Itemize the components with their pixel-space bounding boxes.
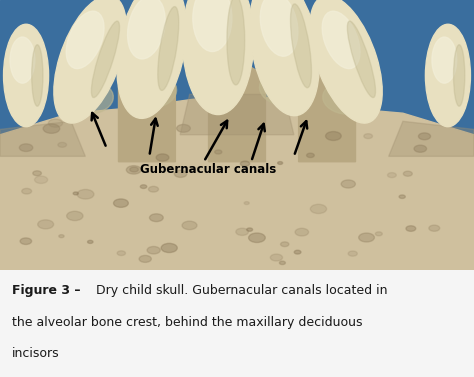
Circle shape xyxy=(215,150,222,154)
Circle shape xyxy=(19,144,33,152)
Circle shape xyxy=(270,254,283,261)
Ellipse shape xyxy=(191,66,245,103)
Circle shape xyxy=(244,202,249,204)
Polygon shape xyxy=(180,94,294,135)
Circle shape xyxy=(403,171,412,176)
Ellipse shape xyxy=(347,21,375,98)
Circle shape xyxy=(295,228,309,236)
Polygon shape xyxy=(118,70,175,162)
Circle shape xyxy=(38,220,54,229)
Text: Gubernacular canals: Gubernacular canals xyxy=(140,163,277,176)
Circle shape xyxy=(307,153,314,158)
Ellipse shape xyxy=(259,70,310,106)
Circle shape xyxy=(429,225,440,231)
Circle shape xyxy=(117,251,126,256)
Ellipse shape xyxy=(193,0,232,52)
Text: the alveolar bone crest, behind the maxillary deciduous: the alveolar bone crest, behind the maxi… xyxy=(12,316,362,329)
Circle shape xyxy=(148,186,158,192)
Circle shape xyxy=(279,261,285,265)
Polygon shape xyxy=(299,70,356,162)
Circle shape xyxy=(326,132,341,141)
Circle shape xyxy=(130,167,138,172)
Ellipse shape xyxy=(432,37,457,83)
Circle shape xyxy=(236,228,248,235)
Text: incisors: incisors xyxy=(12,348,59,360)
Circle shape xyxy=(182,221,197,230)
Polygon shape xyxy=(389,121,474,156)
Ellipse shape xyxy=(10,37,35,83)
Circle shape xyxy=(278,162,283,164)
Ellipse shape xyxy=(91,21,119,98)
Ellipse shape xyxy=(310,0,382,123)
Circle shape xyxy=(177,124,191,132)
Ellipse shape xyxy=(158,7,179,90)
Ellipse shape xyxy=(425,24,470,127)
Circle shape xyxy=(387,173,396,178)
Circle shape xyxy=(246,228,253,231)
Circle shape xyxy=(77,189,94,199)
Circle shape xyxy=(67,211,83,221)
Ellipse shape xyxy=(322,11,360,69)
Circle shape xyxy=(139,255,151,262)
Circle shape xyxy=(375,232,383,236)
Ellipse shape xyxy=(182,0,254,115)
Circle shape xyxy=(281,242,289,247)
Ellipse shape xyxy=(3,24,49,127)
Circle shape xyxy=(43,124,60,133)
Text: Dry child skull. Gubernacular canals located in: Dry child skull. Gubernacular canals loc… xyxy=(97,284,388,297)
Ellipse shape xyxy=(291,4,311,88)
Ellipse shape xyxy=(250,0,319,116)
Text: Figure 3 –: Figure 3 – xyxy=(12,284,85,297)
Polygon shape xyxy=(0,94,474,270)
Circle shape xyxy=(294,250,301,254)
Circle shape xyxy=(174,170,187,178)
Ellipse shape xyxy=(66,11,104,69)
Ellipse shape xyxy=(127,73,177,108)
Circle shape xyxy=(161,244,177,253)
Circle shape xyxy=(348,251,357,256)
Circle shape xyxy=(310,204,327,213)
Circle shape xyxy=(156,154,169,161)
Circle shape xyxy=(414,145,427,152)
Circle shape xyxy=(341,180,356,188)
Circle shape xyxy=(88,240,93,244)
Circle shape xyxy=(399,195,405,198)
Circle shape xyxy=(359,233,374,242)
Circle shape xyxy=(419,133,430,140)
Circle shape xyxy=(22,188,32,194)
Ellipse shape xyxy=(117,0,186,118)
Circle shape xyxy=(20,238,32,244)
Ellipse shape xyxy=(431,93,465,119)
Ellipse shape xyxy=(9,93,43,119)
Ellipse shape xyxy=(323,82,369,114)
Circle shape xyxy=(140,185,147,188)
Circle shape xyxy=(59,234,64,238)
Circle shape xyxy=(35,176,48,184)
Circle shape xyxy=(127,166,141,174)
Ellipse shape xyxy=(454,45,465,106)
Circle shape xyxy=(406,226,416,231)
Ellipse shape xyxy=(128,0,165,59)
Ellipse shape xyxy=(32,45,43,106)
Ellipse shape xyxy=(54,0,126,123)
Circle shape xyxy=(147,247,160,254)
Circle shape xyxy=(73,192,78,195)
Circle shape xyxy=(33,171,41,176)
Polygon shape xyxy=(0,121,85,156)
Circle shape xyxy=(364,134,373,139)
Circle shape xyxy=(114,199,128,207)
Circle shape xyxy=(149,214,163,222)
Ellipse shape xyxy=(227,0,245,85)
Ellipse shape xyxy=(260,0,298,56)
Circle shape xyxy=(240,161,250,166)
Ellipse shape xyxy=(67,82,113,114)
Circle shape xyxy=(58,143,66,147)
Circle shape xyxy=(248,233,265,242)
Polygon shape xyxy=(209,59,265,162)
Circle shape xyxy=(48,119,63,127)
